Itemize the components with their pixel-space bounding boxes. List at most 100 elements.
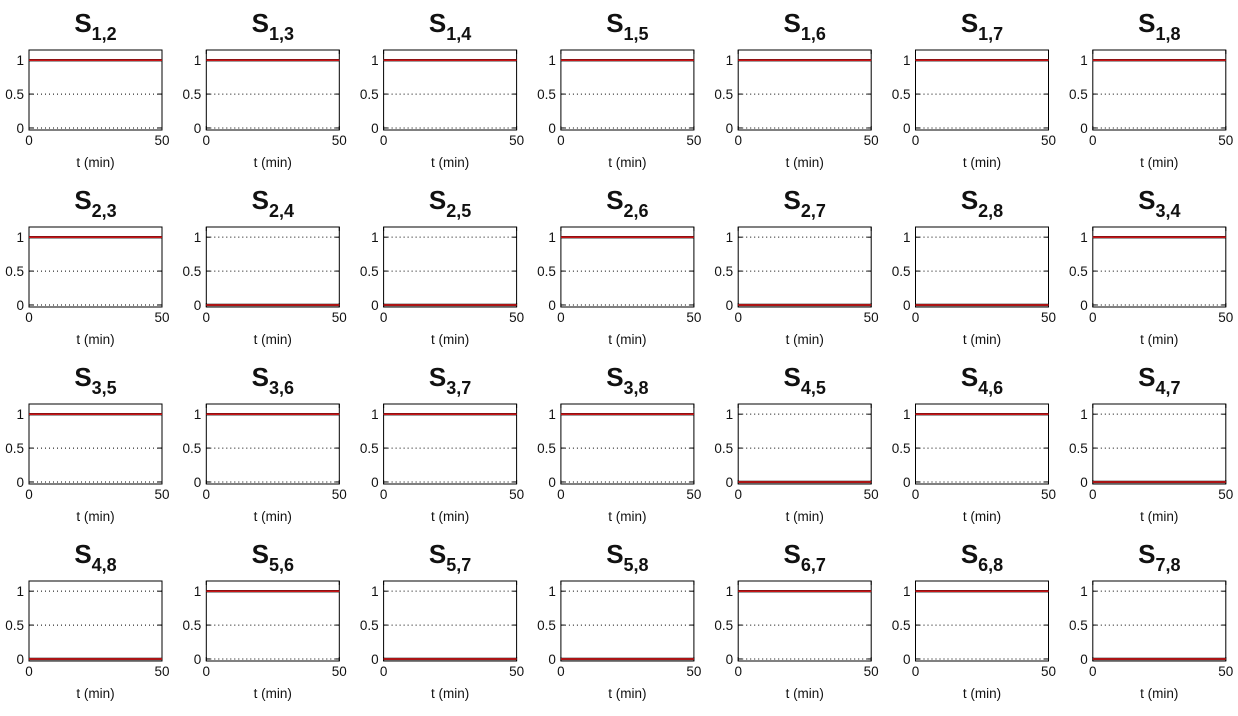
plot-frame bbox=[560, 49, 695, 131]
plot-frame bbox=[560, 226, 695, 308]
panel-title-subscript: 3,5 bbox=[92, 378, 117, 398]
plot-frame bbox=[383, 226, 518, 308]
y-tick-label: 0.5 bbox=[537, 87, 556, 102]
panel-title-name: S bbox=[429, 185, 446, 215]
x-axis-label: t (min) bbox=[1140, 332, 1178, 347]
panel-title-name: S bbox=[784, 8, 801, 38]
panel-title-s-4-6: S4,6 bbox=[961, 362, 1003, 398]
panel-title-s-3-4: S3,4 bbox=[1138, 185, 1180, 221]
x-tick-label: 0 bbox=[380, 664, 388, 679]
panel-s-3-4: S3,4 0 0.5 1 0 50 t (min) bbox=[1069, 185, 1233, 347]
y-tick-label: 0 bbox=[548, 298, 556, 313]
x-tick-label: 50 bbox=[1041, 133, 1056, 148]
panel-s-1-6: S1,6 0 0.5 1 0 50 t (min) bbox=[714, 8, 878, 170]
x-tick-label: 0 bbox=[203, 487, 211, 502]
x-axis-label: t (min) bbox=[608, 686, 646, 701]
y-tick-label: 1 bbox=[548, 584, 556, 599]
panel-s-6-8: S6,8 0 0.5 1 0 50 t (min) bbox=[892, 539, 1056, 701]
y-tick-label: 0.5 bbox=[183, 441, 202, 456]
panel-s-1-7: S1,7 0 0.5 1 0 50 t (min) bbox=[892, 8, 1056, 170]
plot-frame bbox=[205, 580, 340, 662]
x-tick-label: 0 bbox=[380, 133, 388, 148]
panel-title-subscript: 2,5 bbox=[446, 201, 471, 221]
panel-title-name: S bbox=[74, 362, 91, 392]
x-tick-label: 0 bbox=[1089, 133, 1097, 148]
plot-frame bbox=[28, 580, 163, 662]
y-tick-label: 0 bbox=[548, 652, 556, 667]
panel-title-subscript: 6,7 bbox=[801, 555, 826, 575]
x-tick-label: 50 bbox=[864, 664, 879, 679]
panel-s-5-7: S5,7 0 0.5 1 0 50 t (min) bbox=[360, 539, 524, 701]
y-tick-label: 0.5 bbox=[5, 618, 24, 633]
plot-frame bbox=[737, 403, 872, 485]
x-axis-label: t (min) bbox=[431, 332, 469, 347]
panel-title-subscript: 5,8 bbox=[624, 555, 649, 575]
x-axis-label: t (min) bbox=[1140, 155, 1178, 170]
panel-title-subscript: 5,6 bbox=[269, 555, 294, 575]
x-tick-label: 50 bbox=[1218, 487, 1233, 502]
panel-title-s-6-8: S6,8 bbox=[961, 539, 1003, 575]
y-tick-label: 1 bbox=[903, 53, 911, 68]
y-tick-label: 0 bbox=[726, 475, 734, 490]
x-tick-label: 0 bbox=[1089, 664, 1097, 679]
x-tick-label: 50 bbox=[509, 133, 524, 148]
x-tick-label: 50 bbox=[1218, 310, 1233, 325]
x-tick-label: 0 bbox=[912, 487, 920, 502]
x-axis-label: t (min) bbox=[431, 155, 469, 170]
y-tick-label: 0.5 bbox=[537, 264, 556, 279]
panel-s-3-6: S3,6 0 0.5 1 0 50 t (min) bbox=[183, 362, 347, 524]
x-tick-label: 0 bbox=[203, 664, 211, 679]
y-tick-label: 0 bbox=[903, 652, 911, 667]
y-tick-label: 0.5 bbox=[360, 87, 379, 102]
x-tick-label: 0 bbox=[25, 487, 33, 502]
y-tick-label: 0 bbox=[16, 475, 24, 490]
panel-title-name: S bbox=[606, 539, 623, 569]
x-tick-label: 50 bbox=[1041, 487, 1056, 502]
y-tick-label: 0 bbox=[1080, 652, 1088, 667]
x-tick-label: 0 bbox=[203, 133, 211, 148]
panel-title-name: S bbox=[961, 539, 978, 569]
panel-title-name: S bbox=[606, 8, 623, 38]
y-tick-label: 0 bbox=[726, 121, 734, 136]
y-tick-label: 0.5 bbox=[714, 441, 733, 456]
x-tick-label: 0 bbox=[912, 133, 920, 148]
panel-title-s-1-5: S1,5 bbox=[606, 8, 648, 44]
x-tick-label: 50 bbox=[686, 310, 701, 325]
y-tick-label: 0.5 bbox=[183, 87, 202, 102]
panel-title-name: S bbox=[252, 8, 269, 38]
x-tick-label: 0 bbox=[557, 310, 565, 325]
y-tick-label: 1 bbox=[16, 230, 24, 245]
panel-title-name: S bbox=[784, 362, 801, 392]
y-tick-label: 0 bbox=[548, 121, 556, 136]
y-tick-label: 0 bbox=[1080, 121, 1088, 136]
panel-title-s-5-7: S5,7 bbox=[429, 539, 471, 575]
panel-s-3-5: S3,5 0 0.5 1 0 50 t (min) bbox=[5, 362, 169, 524]
x-axis-label: t (min) bbox=[254, 155, 292, 170]
y-tick-label: 1 bbox=[194, 584, 202, 599]
y-tick-label: 1 bbox=[1080, 230, 1088, 245]
y-tick-label: 0 bbox=[371, 475, 379, 490]
x-tick-label: 50 bbox=[1041, 310, 1056, 325]
panel-s-2-5: S2,5 0 0.5 1 0 50 t (min) bbox=[360, 185, 524, 347]
panel-title-name: S bbox=[429, 362, 446, 392]
panel-title-subscript: 3,7 bbox=[446, 378, 471, 398]
y-tick-label: 0.5 bbox=[5, 87, 24, 102]
panel-title-s-2-5: S2,5 bbox=[429, 185, 471, 221]
plot-frame bbox=[205, 226, 340, 308]
x-tick-label: 50 bbox=[509, 310, 524, 325]
panel-s-1-3: S1,3 0 0.5 1 0 50 t (min) bbox=[183, 8, 347, 170]
panel-title-name: S bbox=[429, 539, 446, 569]
plot-frame bbox=[915, 403, 1049, 485]
panel-s-2-8: S2,8 0 0.5 1 0 50 t (min) bbox=[892, 185, 1056, 347]
panel-title-name: S bbox=[1138, 8, 1155, 38]
y-tick-label: 0.5 bbox=[360, 264, 379, 279]
y-tick-label: 1 bbox=[903, 584, 911, 599]
x-tick-label: 0 bbox=[734, 310, 742, 325]
x-axis-label: t (min) bbox=[76, 509, 114, 524]
plot-frame bbox=[205, 49, 340, 131]
panel-title-subscript: 3,8 bbox=[624, 378, 649, 398]
plot-frame bbox=[383, 49, 518, 131]
panel-title-subscript: 1,7 bbox=[978, 24, 1003, 44]
panel-title-name: S bbox=[961, 8, 978, 38]
plot-frame bbox=[205, 403, 340, 485]
